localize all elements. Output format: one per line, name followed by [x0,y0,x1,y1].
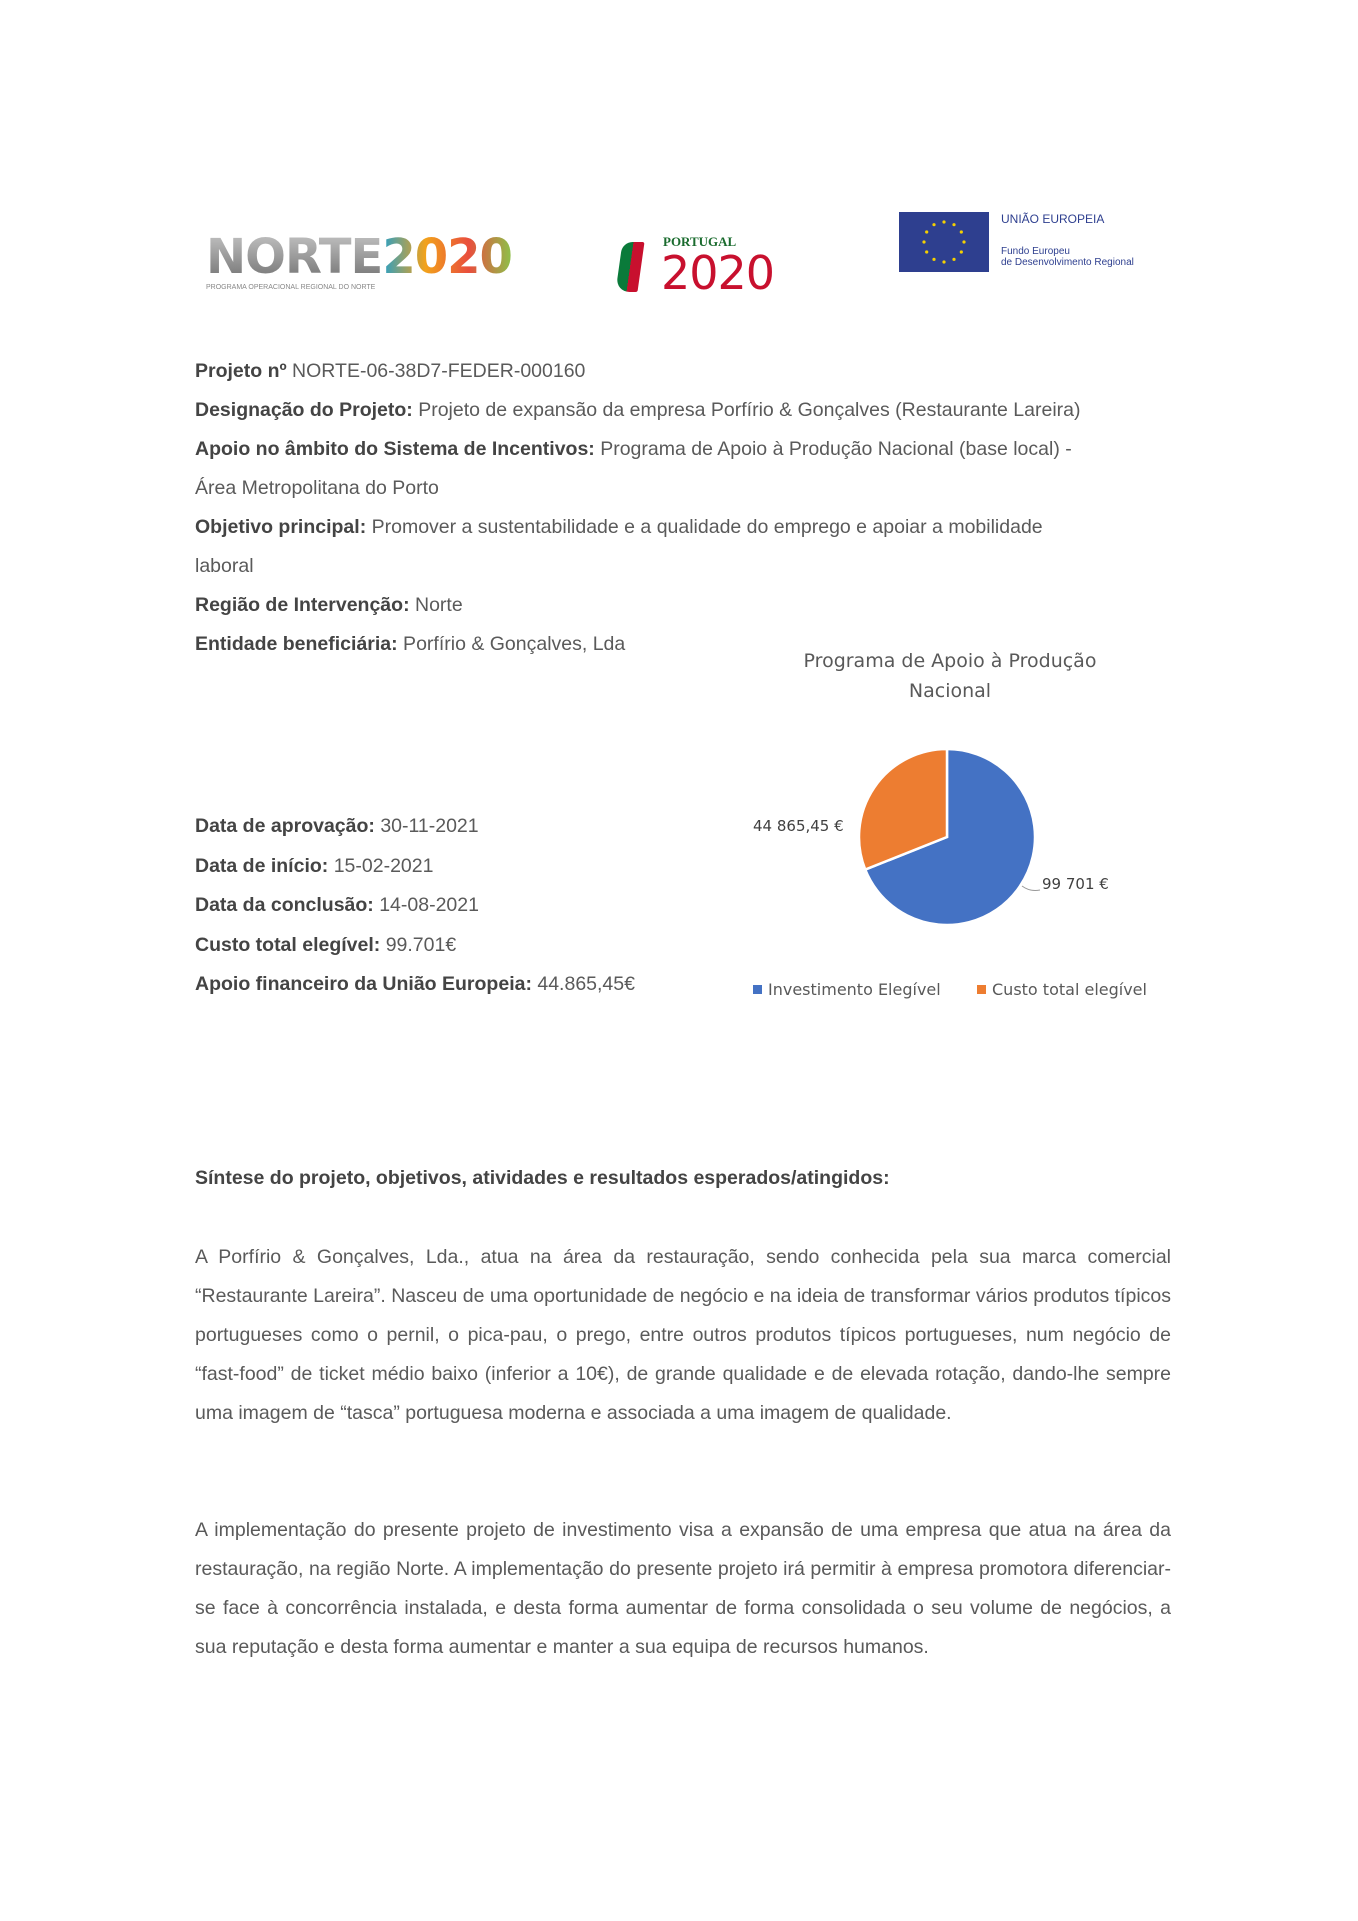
summary-heading: Síntese do projeto, objetivos, atividade… [195,1167,890,1189]
legend-swatch [753,985,762,994]
chart-title: Programa de Apoio à Produção Nacional [803,650,1097,702]
legend-swatch [977,985,986,994]
field-line: Área Metropolitana do Porto [195,476,439,500]
field-value: Porfírio & Gonçalves, Lda [397,633,626,655]
portugal2020-logo: PORTUGAL 2020 [615,232,809,332]
data-label-investimento: 99 701 € [1042,875,1109,893]
field-label: Data de aprovação: [195,815,375,837]
field-line: Projeto nº NORTE-06-38D7-FEDER-000160 [195,359,585,383]
date-line: Data de início: 15-02-2021 [195,854,433,878]
field-value: 30-11-2021 [374,815,479,837]
pie-slice-investimento [863,747,1037,927]
field-value: 99.701€ [380,933,457,956]
field-value: Promover a sustentabilidade e a qualidad… [366,516,1043,538]
field-value: 44.865,45€ [531,973,635,995]
field-value: Norte [409,594,463,616]
date-line: Apoio financeiro da União Europeia: 44.8… [195,972,635,996]
leader-line [1021,885,1041,891]
data-label-custo: 44 865,45 € [753,817,844,835]
field-value: 15-02-2021 [328,854,434,877]
field-label: Apoio no âmbito do Sistema de Incentivos… [195,438,595,460]
norte2020-logo: NORTE2020 PROGRAMA OPERACIONAL REGIONAL … [206,229,513,291]
field-label: Custo total elegível: [195,933,381,956]
pie-slice-custo [857,747,949,872]
field-label: Objetivo principal: [195,516,367,538]
field-line: Designação do Projeto: Projeto de expans… [195,398,1080,422]
field-value: 14-08-2021 [373,894,479,916]
star-icon [959,230,963,234]
star-icon [925,250,929,254]
eu-flag-icon [899,212,989,272]
date-line: Data de aprovação: 30-11-2021 [195,814,479,838]
star-icon [925,230,929,234]
star-icon [922,240,926,244]
field-line: Entidade beneficiária: Porfírio & Gonçal… [195,632,625,656]
eu-logo: UNIÃO EUROPEIA Fundo Europeu de Desenvol… [899,212,1199,272]
field-label: Região de Intervenção: [195,594,410,616]
field-label: Projeto nº [195,360,287,382]
field-line: Objetivo principal: Promover a sustentab… [195,515,1043,539]
field-value: Programa de Apoio à Produção Nacional (b… [594,438,1072,460]
star-icon [942,260,946,264]
flag-mark-icon [615,242,645,292]
date-line: Data da conclusão: 14-08-2021 [195,893,479,917]
pie-svg [857,747,1041,927]
star-icon [952,223,956,227]
field-label: Data da conclusão: [195,894,374,916]
star-icon [959,250,963,254]
summary-paragraph-1: A Porfírio & Gonçalves, Lda., atua na ár… [195,1246,1171,1424]
star-icon [942,220,946,224]
star-icon [932,223,936,227]
field-label: Designação do Projeto: [195,399,413,421]
field-label: Apoio financeiro da União Europeia: [195,973,532,995]
field-value: laboral [195,555,254,577]
date-line: Custo total elegível: 99.701€ [195,933,456,957]
legend-item-custo: Custo total elegível [977,980,1147,999]
field-value: Projeto de expansão da empresa Porfírio … [412,399,1081,421]
summary-paragraph-2: A implementação do presente projeto de i… [195,1519,1171,1658]
star-icon [932,257,936,261]
legend-item-investimento: Investimento Elegível [753,980,941,999]
field-value: NORTE-06-38D7-FEDER-000160 [286,360,586,382]
field-line: laboral [195,554,254,578]
field-label: Data de início: [195,854,329,877]
star-icon [962,240,966,244]
field-label: Entidade beneficiária: [195,633,398,655]
field-line: Apoio no âmbito do Sistema de Incentivos… [195,437,1072,461]
star-icon [952,257,956,261]
field-value: Área Metropolitana do Porto [195,477,439,499]
pie-chart: Programa de Apoio à Produção Nacional 44 … [700,640,1200,1020]
field-line: Região de Intervenção: Norte [195,593,463,617]
